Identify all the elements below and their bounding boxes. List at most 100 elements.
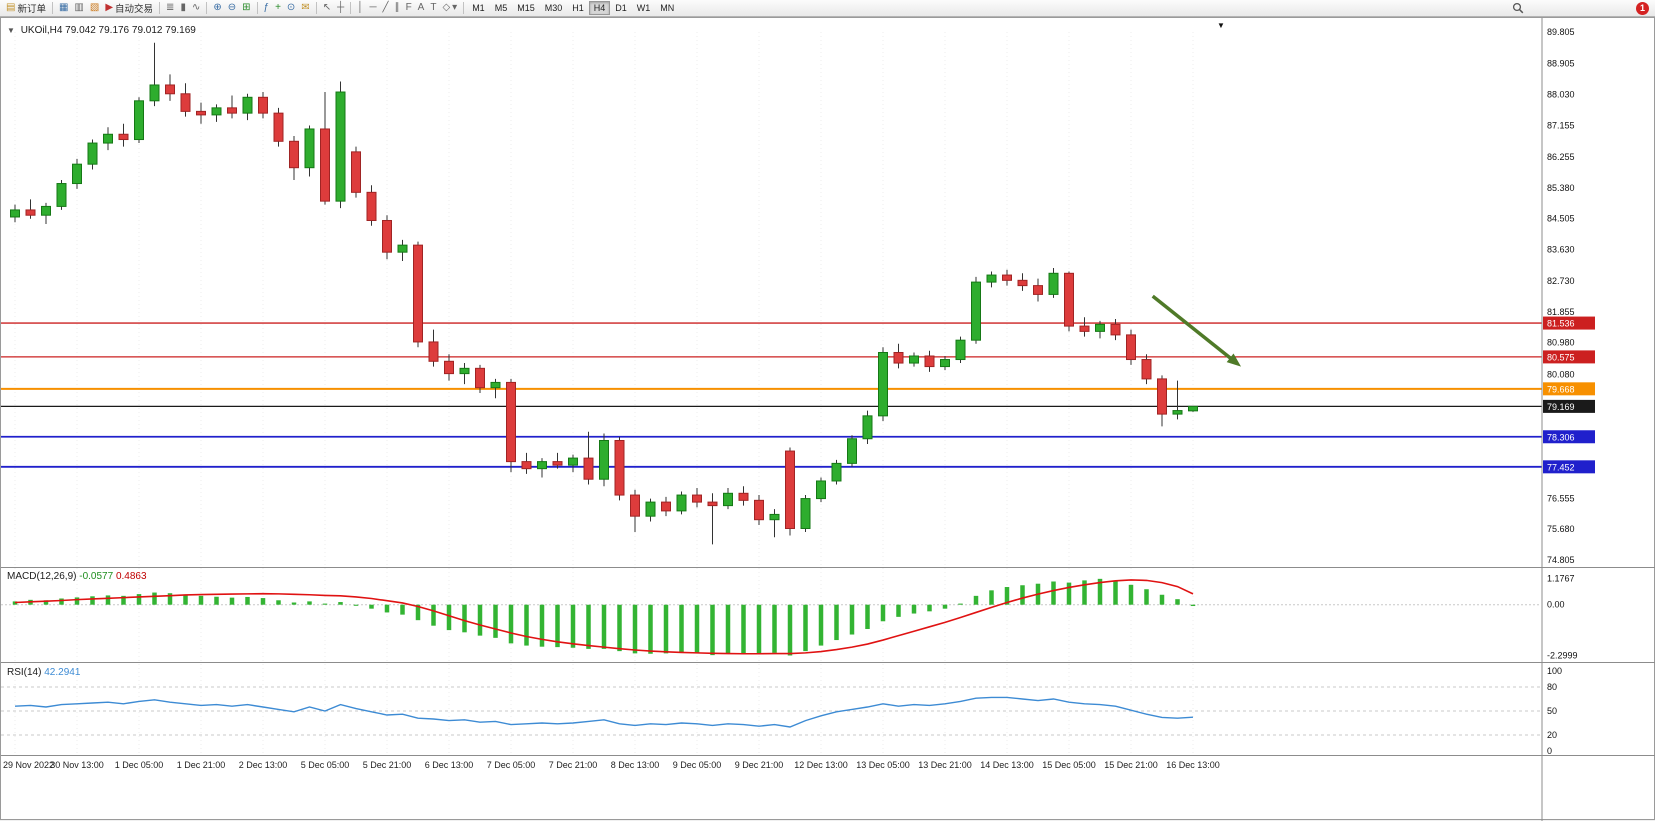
candle-body — [41, 205, 51, 216]
timeframe-h1[interactable]: H1 — [567, 1, 589, 15]
candle-body — [1033, 285, 1043, 295]
auto-trading-button[interactable]: ▶ 自动交易 — [102, 1, 156, 16]
one-click-trading-collapse-icon[interactable]: ▼ — [7, 26, 15, 35]
zoom-in-button[interactable]: ⊕ — [210, 1, 224, 16]
chart-marker-icon: ▼ — [1217, 21, 1225, 30]
candle-body — [878, 351, 888, 417]
time-axis-label: 9 Dec 21:00 — [735, 760, 784, 770]
candle-body — [1017, 279, 1028, 287]
macd-axis-tick: 0.00 — [1547, 600, 1565, 610]
timeframe-w1[interactable]: W1 — [632, 1, 656, 15]
timeframe-m5[interactable]: M5 — [490, 1, 513, 15]
arrow-annotation[interactable] — [1151, 294, 1236, 363]
time-axis-label: 14 Dec 13:00 — [980, 760, 1034, 770]
candle-body — [227, 107, 237, 114]
toolbar-separator — [159, 2, 161, 14]
fibonacci-icon: F — [405, 2, 412, 13]
time-axis-label: 15 Dec 21:00 — [1104, 760, 1158, 770]
time-axis-label: 8 Dec 13:00 — [611, 760, 660, 770]
text-button[interactable]: A — [415, 1, 428, 16]
candlestick-chart-button[interactable]: ▮ — [177, 1, 189, 16]
candle-body — [1110, 323, 1121, 336]
time-axis-label: 13 Dec 05:00 — [856, 760, 910, 770]
price-axis-tick: 74.805 — [1547, 555, 1575, 565]
shapes-button[interactable]: ◇ ▾ — [439, 1, 460, 16]
candle-body — [924, 355, 935, 368]
tile-windows-button[interactable]: ⊞ — [239, 1, 253, 16]
price-chart[interactable]: 89.805 88.905 88.030 87.155 86.255 85.380 84.5… — [1, 18, 1655, 821]
new-order-button[interactable]: ▤ 新订单 — [3, 1, 49, 16]
auto-trading-icon: ▶ — [105, 2, 114, 13]
label-button[interactable]: T — [427, 1, 439, 16]
candle-body — [196, 110, 206, 116]
candle-body — [552, 461, 563, 466]
ohlc-values: 79.042 79.176 79.012 79.169 — [65, 25, 196, 36]
periods-button[interactable]: ⊙ — [284, 1, 298, 16]
toolbar-separator — [51, 2, 53, 14]
channel-icon: ∥ — [394, 2, 400, 13]
timeframe-mn[interactable]: MN — [655, 1, 679, 15]
timeframe-m30[interactable]: M30 — [540, 1, 568, 15]
market-watch-button[interactable]: ▥ — [71, 1, 86, 16]
candle-body — [351, 151, 361, 193]
timeframe-m1[interactable]: M1 — [467, 1, 490, 15]
trendline-button[interactable]: ╱ — [380, 1, 392, 16]
price-axis-tick: 85.380 — [1547, 183, 1575, 193]
vertical-line-button[interactable]: │ — [354, 1, 366, 16]
time-axis-label: 12 Dec 13:00 — [794, 760, 848, 770]
toolbar-separator — [256, 2, 258, 14]
candle-body — [847, 438, 857, 464]
crosshair-button[interactable]: ┼ — [334, 1, 347, 16]
zoom-in-icon: ⊕ — [213, 2, 222, 13]
auto-trading-label: 自动交易 — [115, 4, 154, 15]
macd-axis-tick: 1.1767 — [1547, 574, 1575, 584]
current-price-badge — [1543, 399, 1595, 413]
chevron-down-icon: ▾ — [452, 2, 458, 13]
label-icon: T — [430, 2, 437, 13]
chart-window-icon: ▦ — [58, 2, 69, 13]
navigator-button[interactable]: ▧ — [87, 1, 102, 16]
candle-body — [1079, 325, 1090, 332]
candle-body — [723, 492, 733, 507]
indicators-button[interactable]: ƒ — [261, 1, 273, 16]
timeframe-h4[interactable]: H4 — [588, 1, 611, 15]
symbol-period-label: UKOil,H4 — [20, 25, 63, 36]
horizontal-line-button[interactable]: ─ — [366, 1, 379, 16]
add-indicator-button[interactable]: + — [272, 1, 284, 16]
timeframe-m15[interactable]: M15 — [512, 1, 540, 15]
time-axis-label: 1 Dec 05:00 — [115, 760, 164, 770]
candle-body — [1048, 272, 1059, 295]
toolbar-separator — [463, 2, 465, 14]
line-chart-button[interactable]: ∿ — [189, 1, 203, 16]
cursor-button[interactable]: ↖ — [320, 1, 334, 16]
candle-body — [599, 439, 609, 480]
channel-button[interactable]: ∥ — [392, 1, 403, 16]
notification-badge[interactable]: 1 — [1636, 1, 1649, 15]
candle-body — [1064, 272, 1074, 327]
candle-body — [506, 381, 516, 463]
candle-body — [211, 107, 222, 116]
candle-body — [986, 274, 997, 283]
mail-button[interactable]: ✉ — [298, 1, 312, 16]
timeframe-d1[interactable]: D1 — [610, 1, 632, 15]
arrow-annotation-head[interactable] — [1226, 353, 1242, 367]
level-price-badge-text: 79.169 — [1547, 402, 1575, 412]
zoom-out-button[interactable]: ⊖ — [225, 1, 239, 16]
time-axis-label: 30 Nov 13:00 — [50, 760, 104, 770]
candle-body — [630, 494, 640, 517]
candle-body — [1188, 405, 1198, 412]
level-price-badge — [1543, 430, 1595, 444]
search-icon[interactable] — [1512, 2, 1524, 14]
charts-button[interactable]: ▦ — [56, 1, 71, 16]
bar-chart-button[interactable]: ≣ — [163, 1, 177, 16]
macd-signal-value: 0.4863 — [115, 571, 147, 582]
time-axis-label: 5 Dec 05:00 — [301, 760, 350, 770]
fibonacci-button[interactable]: F — [403, 1, 415, 16]
candle-body — [10, 209, 20, 218]
candle-body — [273, 112, 284, 142]
toolbar: ▤ 新订单 ▦ ▥ ▧ ▶ 自动交易 ≣ ▮ ∿ ⊕ ⊖ ⊞ ƒ + ⊙ ✉ ↖… — [0, 0, 1655, 17]
vertical-line-icon: │ — [357, 2, 364, 13]
time-axis-label: 29 Nov 2022 — [3, 760, 54, 770]
candle-body — [785, 450, 795, 529]
bar-chart-icon: ≣ — [166, 2, 175, 13]
